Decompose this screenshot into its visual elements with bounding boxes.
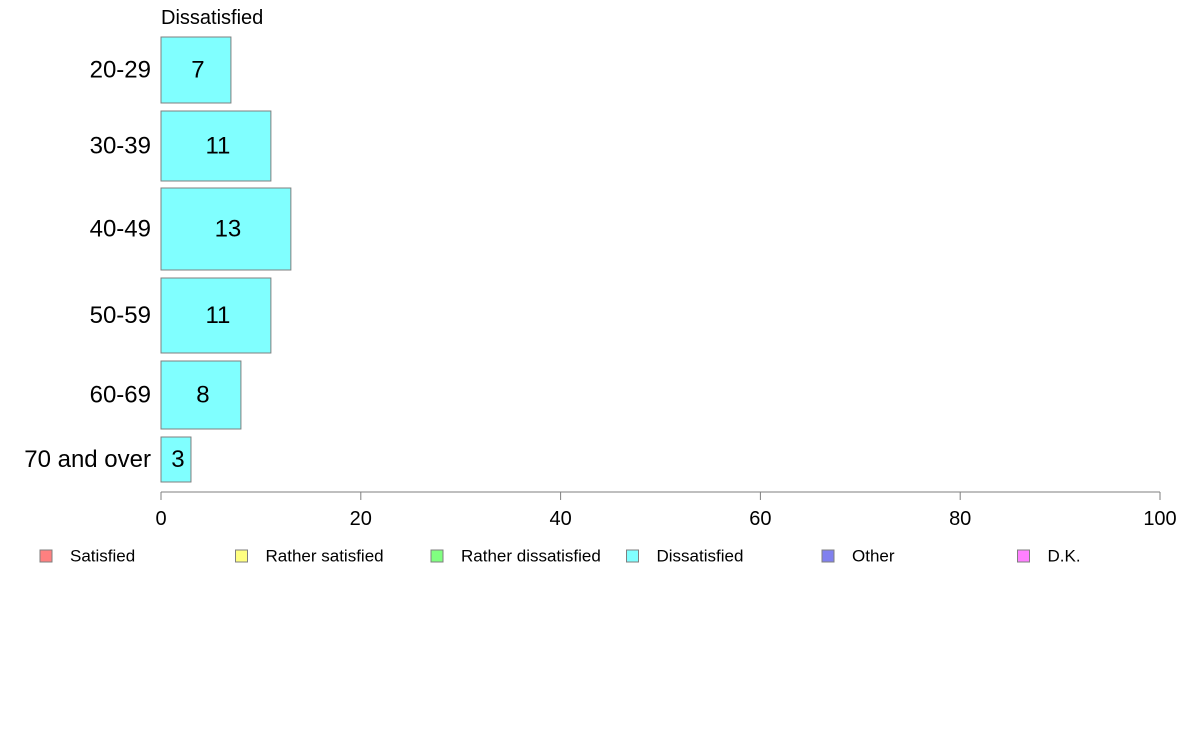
legend-label: Dissatisfied	[657, 547, 744, 566]
legend-swatch	[39, 549, 53, 563]
x-tick-label: 80	[949, 508, 971, 530]
panel-title: Dissatisfied	[161, 7, 263, 29]
value-label: 7	[191, 57, 204, 84]
value-label: 3	[171, 446, 184, 473]
value-label: 13	[215, 216, 242, 243]
x-tick-label: 20	[350, 508, 372, 530]
legend-label: Rather dissatisfied	[461, 547, 601, 566]
legend-label: Rather satisfied	[266, 547, 384, 566]
legend-swatch	[1017, 549, 1030, 563]
legend-swatch	[235, 549, 248, 563]
bar	[160, 187, 292, 271]
bar	[160, 277, 272, 354]
bar	[160, 436, 192, 483]
x-tick-label: 60	[749, 508, 771, 530]
value-label: 8	[196, 382, 209, 409]
value-label: 11	[205, 133, 230, 160]
x-tick-label: 100	[1143, 508, 1176, 530]
x-tick-label: 40	[549, 508, 571, 530]
bar	[160, 110, 272, 182]
category-label: 40-49	[90, 216, 151, 243]
legend-swatch	[430, 549, 444, 563]
category-label: 60-69	[90, 382, 151, 409]
legend-swatch	[821, 549, 835, 563]
category-label: 30-39	[90, 133, 151, 160]
category-label: 20-29	[90, 57, 151, 84]
legend-swatch	[626, 549, 639, 563]
legend-label: D.K.	[1048, 547, 1081, 566]
legend-label: Other	[852, 547, 895, 566]
bars: 20-29 7 30-39 11 40-49 13 50-59 11 60-69 8 70 and …	[24, 36, 292, 483]
x-axis: 0 20 40 60 80 100	[155, 491, 1177, 530]
legend-label: Satisfied	[70, 547, 135, 566]
value-label: 11	[205, 302, 230, 329]
bar	[160, 36, 232, 104]
category-label: 70 and over	[24, 446, 151, 473]
category-label: 50-59	[90, 302, 151, 329]
x-tick-label: 0	[155, 508, 166, 530]
bar	[160, 360, 242, 430]
legend: Satisfied Rather satisfied Rather dissatis…	[39, 547, 1081, 566]
